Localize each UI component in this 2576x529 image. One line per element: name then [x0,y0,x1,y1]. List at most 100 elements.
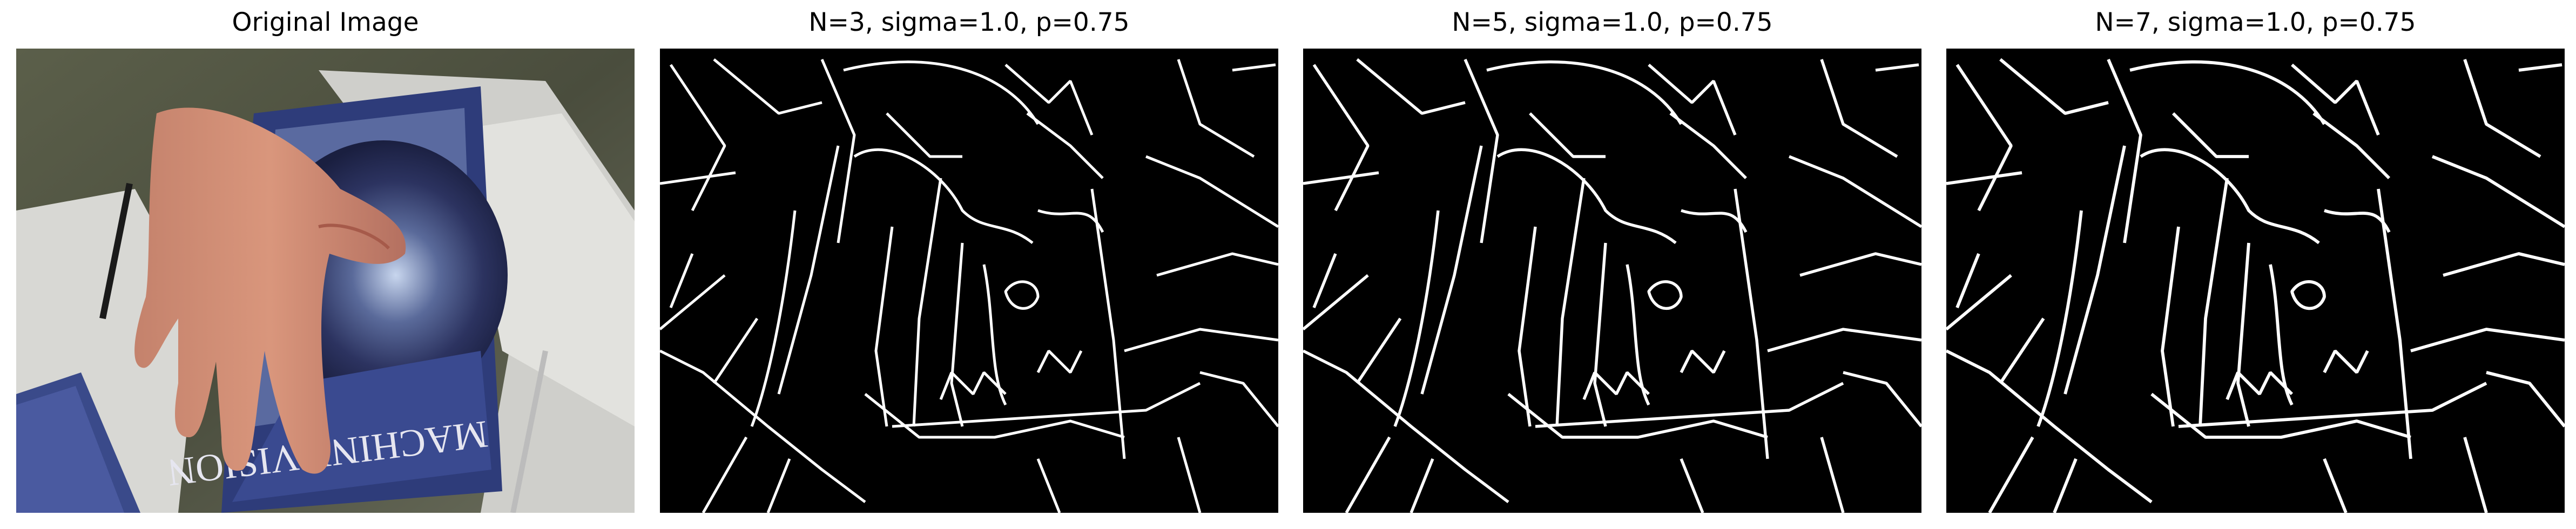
panel-title: N=7, sigma=1.0, p=0.75 [2095,8,2416,37]
edge-line [1788,155,1921,228]
edge-line [702,436,748,513]
panel-edge-n5: N=5, sigma=1.0, p=0.75 [1303,0,1921,529]
edge-map-n3 [660,49,1278,513]
edge-line [892,382,1201,428]
edge-line [1036,350,1083,374]
edge-line [1946,274,2012,331]
edge-line [1090,188,1126,459]
edge-line [2323,349,2369,374]
edge-line [750,210,797,427]
edge-line [1820,59,1898,158]
edge-line [1593,242,1607,427]
edge-line [2290,280,2326,310]
edge-line [853,148,1034,244]
edge-line [2107,58,2142,243]
panel-title: Original Image [232,8,419,37]
edge-line [1647,280,1683,310]
edge-line [1535,382,1844,428]
edge-line [1026,112,1104,179]
edge-line [2161,226,2180,427]
edge-line [1669,112,1747,179]
panel-title: N=5, sigma=1.0, p=0.75 [1452,8,1773,37]
edge-line [2323,458,2348,513]
edge-line [1232,63,1276,72]
edge-line [1529,112,1606,158]
edge-line [2463,437,2488,513]
edge-line [2443,252,2565,277]
edge-line [2178,382,2487,428]
edge-line [1680,458,1704,513]
edge-line [1177,437,1202,513]
edge-line [660,349,866,503]
edge-line [1156,252,1278,277]
edge-line [1496,148,1677,245]
edge-line [766,458,791,513]
edge-line [1648,63,1737,136]
edge-line [2140,148,2320,245]
edge-line [1420,145,1483,395]
edge-line [2226,371,2294,401]
original-image: MACHINE VISION [16,49,635,513]
panel-title: N=3, sigma=1.0, p=0.75 [808,8,1130,37]
edge-line [1767,328,1921,352]
edge-line [2518,63,2562,72]
edge-line [1999,58,2109,115]
edge-line [2291,63,2380,136]
edge-line [2150,392,2411,439]
panel-original: Original Image [16,0,635,529]
edge-line [1303,274,1369,331]
edge-background [1946,49,2565,513]
panel-edge-n7: N=7, sigma=1.0, p=0.75 [1946,0,2565,529]
edge-line [1875,63,1919,72]
edge-line [874,226,894,427]
edge-background [1303,49,1921,513]
edge-line [1955,253,1980,309]
edge-line [2199,178,2229,427]
edge-line [1410,458,1434,513]
edge-line [1124,328,1278,352]
edge-line [820,59,856,243]
edge-line [950,242,964,427]
edge-line [2129,60,2326,125]
edge-line [1988,436,2034,513]
edge-line [1507,392,1768,439]
edge-line [1680,350,1726,374]
edge-line [777,145,840,395]
edge-line [2463,59,2541,158]
edge-line [982,264,1007,406]
edge-line [939,371,1007,400]
edge-line [1464,58,1499,243]
edge-line [1820,437,1845,513]
edge-line [2486,371,2565,428]
edge-line [660,171,736,185]
edge-line [1582,371,1650,401]
edge-line [1303,349,1509,504]
edge-line [669,253,694,308]
edge-line [669,64,726,212]
edge-line [1145,155,1278,228]
edge-line [2269,264,2294,406]
edge-line [2053,458,2078,513]
edge-line [1955,64,2013,212]
edge-line [1004,64,1094,135]
edge-line [1734,188,1769,459]
edge-line [2036,210,2083,428]
edge-map-n7 [1946,49,2565,513]
edge-line [1345,436,1391,513]
edge-line [1004,280,1040,310]
edge-line [843,60,1040,125]
edge-line [886,112,962,158]
edge-line [1303,171,1379,185]
edge-line [712,317,759,384]
edge-line [2431,155,2565,228]
edge-line [1799,252,1921,277]
edge-line [912,178,942,427]
panel-edge-n3: N=3, sigma=1.0, p=0.75 [660,0,1278,529]
edge-line [1946,171,2022,185]
edge-line [2236,242,2250,427]
edge-line [1555,178,1586,427]
edge-line [2064,145,2126,395]
edge-line [1393,210,1440,427]
edge-line [1177,59,1255,158]
edge-line [713,58,822,115]
